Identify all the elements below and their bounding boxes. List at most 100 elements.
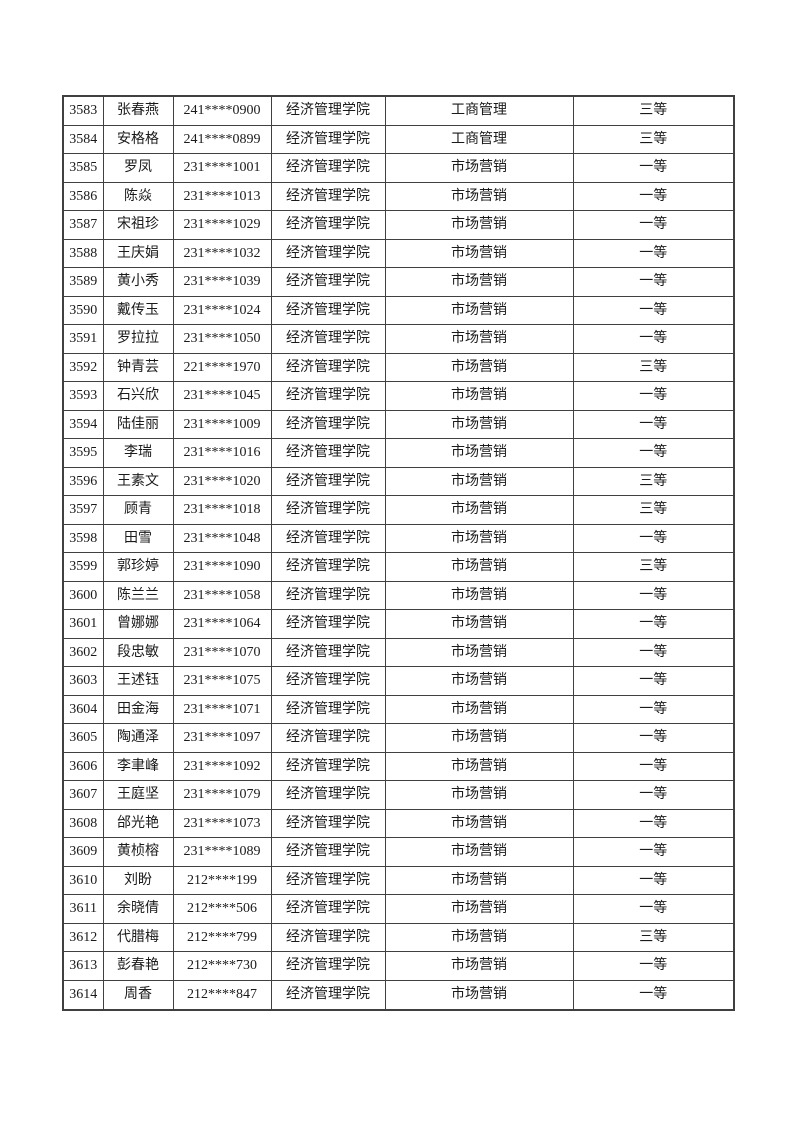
cell-serial-number: 3601 (62, 609, 104, 639)
cell-college: 经济管理学院 (270, 979, 386, 1011)
cell-award-level: 三等 (572, 922, 735, 953)
cell-student-name: 曾娜娜 (102, 609, 174, 639)
cell-major: 市场营销 (384, 295, 574, 326)
cell-major: 市场营销 (384, 552, 574, 582)
cell-serial-number: 3590 (62, 295, 104, 326)
cell-student-name: 黄小秀 (102, 267, 174, 297)
cell-student-id: 231****1092 (172, 751, 272, 782)
cell-student-id: 231****1073 (172, 808, 272, 839)
cell-college: 经济管理学院 (270, 438, 386, 468)
cell-student-id: 231****1089 (172, 837, 272, 867)
table-row: 3587 宋祖珍 231****1029 经济管理学院 市场营销 一等 (62, 210, 735, 240)
cell-award-level: 一等 (572, 438, 735, 468)
table-row: 3599 郭珍婷 231****1090 经济管理学院 市场营销 三等 (62, 552, 735, 582)
cell-student-name: 安格格 (102, 124, 174, 155)
table-row: 3586 陈焱 231****1013 经济管理学院 市场营销 一等 (62, 181, 735, 212)
table-row: 3611 余晓倩 212****506 经济管理学院 市场营销 一等 (62, 894, 735, 924)
cell-award-level: 三等 (572, 466, 735, 497)
cell-college: 经济管理学院 (270, 95, 386, 126)
cell-college: 经济管理学院 (270, 922, 386, 953)
cell-student-id: 231****1048 (172, 523, 272, 554)
cell-college: 经济管理学院 (270, 295, 386, 326)
table-row: 3584 安格格 241****0899 经济管理学院 工商管理 三等 (62, 124, 735, 155)
cell-serial-number: 3593 (62, 381, 104, 411)
cell-student-name: 段忠敏 (102, 637, 174, 668)
table-row: 3603 王述钰 231****1075 经济管理学院 市场营销 一等 (62, 666, 735, 696)
cell-serial-number: 3596 (62, 466, 104, 497)
table-row: 3609 黄桢榕 231****1089 经济管理学院 市场营销 一等 (62, 837, 735, 867)
table-row: 3591 罗拉拉 231****1050 经济管理学院 市场营销 一等 (62, 324, 735, 354)
cell-major: 市场营销 (384, 352, 574, 383)
table-row: 3596 王素文 231****1020 经济管理学院 市场营销 三等 (62, 466, 735, 497)
cell-college: 经济管理学院 (270, 210, 386, 240)
cell-serial-number: 3587 (62, 210, 104, 240)
cell-serial-number: 3607 (62, 780, 104, 810)
cell-serial-number: 3614 (62, 979, 104, 1011)
cell-award-level: 一等 (572, 723, 735, 753)
cell-award-level: 一等 (572, 267, 735, 297)
cell-major: 市场营销 (384, 495, 574, 525)
cell-serial-number: 3594 (62, 409, 104, 440)
cell-serial-number: 3613 (62, 951, 104, 981)
cell-student-id: 231****1032 (172, 238, 272, 269)
cell-award-level: 三等 (572, 552, 735, 582)
table-row: 3602 段忠敏 231****1070 经济管理学院 市场营销 一等 (62, 637, 735, 668)
cell-major: 市场营销 (384, 808, 574, 839)
cell-student-id: 212****847 (172, 979, 272, 1011)
cell-student-name: 宋祖珍 (102, 210, 174, 240)
cell-award-level: 一等 (572, 694, 735, 725)
cell-student-id: 212****730 (172, 951, 272, 981)
cell-student-name: 邰光艳 (102, 808, 174, 839)
cell-major: 市场营销 (384, 409, 574, 440)
cell-major: 市场营销 (384, 751, 574, 782)
table-row: 3589 黄小秀 231****1039 经济管理学院 市场营销 一等 (62, 267, 735, 297)
cell-student-id: 212****199 (172, 865, 272, 896)
cell-student-name: 罗凤 (102, 153, 174, 183)
table-row: 3585 罗凤 231****1001 经济管理学院 市场营销 一等 (62, 153, 735, 183)
cell-student-id: 241****0899 (172, 124, 272, 155)
table-row: 3594 陆佳丽 231****1009 经济管理学院 市场营销 一等 (62, 409, 735, 440)
cell-serial-number: 3584 (62, 124, 104, 155)
cell-serial-number: 3604 (62, 694, 104, 725)
cell-college: 经济管理学院 (270, 780, 386, 810)
cell-award-level: 一等 (572, 324, 735, 354)
cell-major: 市场营销 (384, 837, 574, 867)
cell-college: 经济管理学院 (270, 666, 386, 696)
cell-major: 市场营销 (384, 438, 574, 468)
cell-major: 市场营销 (384, 894, 574, 924)
award-table-body: 3583 张春燕 241****0900 经济管理学院 工商管理 三等 3584 安格格 241… (62, 95, 735, 1011)
cell-award-level: 三等 (572, 95, 735, 126)
cell-student-name: 余晓倩 (102, 894, 174, 924)
cell-student-id: 231****1064 (172, 609, 272, 639)
cell-serial-number: 3592 (62, 352, 104, 383)
cell-student-id: 212****799 (172, 922, 272, 953)
cell-serial-number: 3605 (62, 723, 104, 753)
cell-college: 经济管理学院 (270, 808, 386, 839)
cell-student-id: 231****1050 (172, 324, 272, 354)
cell-major: 市场营销 (384, 324, 574, 354)
cell-award-level: 一等 (572, 751, 735, 782)
table-row: 3613 彭春艳 212****730 经济管理学院 市场营销 一等 (62, 951, 735, 981)
cell-college: 经济管理学院 (270, 552, 386, 582)
cell-award-level: 一等 (572, 238, 735, 269)
cell-student-name: 代腊梅 (102, 922, 174, 953)
cell-student-name: 张春燕 (102, 95, 174, 126)
cell-award-level: 一等 (572, 637, 735, 668)
cell-college: 经济管理学院 (270, 951, 386, 981)
cell-college: 经济管理学院 (270, 723, 386, 753)
cell-student-id: 231****1016 (172, 438, 272, 468)
cell-student-name: 李瑞 (102, 438, 174, 468)
cell-student-id: 231****1001 (172, 153, 272, 183)
cell-major: 市场营销 (384, 181, 574, 212)
cell-serial-number: 3597 (62, 495, 104, 525)
cell-serial-number: 3598 (62, 523, 104, 554)
table-row: 3593 石兴欣 231****1045 经济管理学院 市场营销 一等 (62, 381, 735, 411)
cell-award-level: 一等 (572, 181, 735, 212)
cell-college: 经济管理学院 (270, 267, 386, 297)
cell-major: 市场营销 (384, 609, 574, 639)
cell-serial-number: 3589 (62, 267, 104, 297)
cell-serial-number: 3602 (62, 637, 104, 668)
cell-student-id: 231****1024 (172, 295, 272, 326)
cell-major: 市场营销 (384, 780, 574, 810)
